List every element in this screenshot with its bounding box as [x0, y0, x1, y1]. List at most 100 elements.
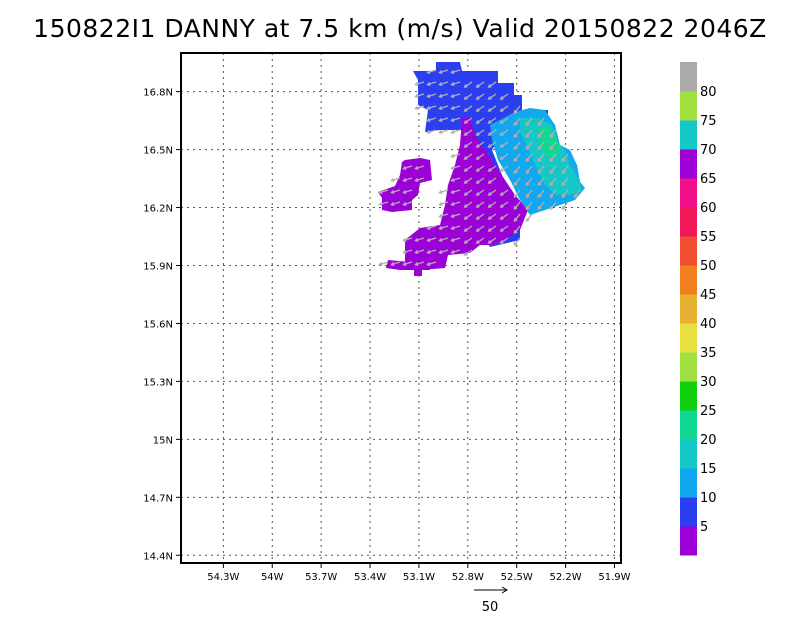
wind-vector-head — [513, 229, 518, 235]
wind-vector-head — [475, 108, 480, 112]
wind-vector — [439, 93, 449, 98]
wind-vector — [513, 165, 521, 174]
wind-vector-head — [390, 261, 395, 267]
wind-vector-head — [450, 129, 455, 135]
wind-vector-head — [561, 181, 566, 187]
wind-vector-head — [450, 213, 455, 219]
wind-vector-head — [450, 69, 455, 75]
colorbar-swatch — [680, 91, 697, 121]
wind-vector-head — [487, 168, 492, 172]
wind-vector-head — [438, 249, 443, 255]
wind-vector — [403, 237, 413, 242]
colorbar-swatch — [680, 323, 697, 353]
wind-vector — [500, 105, 509, 112]
wind-vector — [513, 141, 521, 150]
wind-vector — [415, 237, 425, 242]
wind-vector-head — [499, 228, 504, 232]
wind-vector — [379, 189, 389, 194]
wind-vector — [488, 93, 497, 100]
wind-vector-head — [450, 117, 455, 123]
wind-vector — [415, 93, 425, 98]
wind-vector-head — [525, 121, 530, 127]
wind-vector — [525, 153, 533, 162]
wind-vector-head — [499, 132, 504, 136]
wind-vector-head — [402, 261, 407, 267]
wind-vector-head — [438, 93, 443, 99]
wind-vector-head — [475, 192, 480, 196]
wind-vector — [561, 165, 569, 174]
wind-vector-head — [499, 96, 504, 100]
lat-tick-label: 16.8N — [143, 88, 173, 99]
wind-vector — [439, 237, 449, 242]
wind-vector — [464, 93, 473, 100]
wind-vector — [537, 177, 545, 186]
lat-tick-label: 15.6N — [143, 319, 173, 330]
wind-vector — [379, 261, 389, 266]
wind-vector — [391, 177, 401, 182]
wind-vector — [488, 201, 497, 208]
wind-vector — [464, 237, 473, 244]
wind-vector — [500, 141, 509, 148]
wind-vector — [451, 69, 461, 74]
colorbar-label: 10 — [700, 491, 717, 506]
wind-vector — [391, 189, 401, 194]
wind-vector — [537, 141, 545, 150]
wind-vector-head — [537, 145, 542, 151]
wind-vector — [500, 225, 509, 232]
wind-vector-head — [487, 108, 492, 112]
wind-vector-head — [475, 240, 480, 244]
wind-vector-head — [463, 84, 468, 88]
wind-vector — [464, 81, 473, 88]
wind-vectors — [378, 69, 581, 267]
wind-vector-head — [561, 205, 566, 211]
colorbar-label: 75 — [700, 114, 717, 129]
colorbar-label: 5 — [700, 520, 708, 535]
wind-vector — [513, 225, 521, 234]
wind-vector-head — [487, 132, 492, 136]
wind-vector-head — [438, 237, 443, 243]
wind-vector — [439, 189, 449, 194]
wind-vector — [391, 201, 401, 206]
wind-vector-head — [499, 156, 504, 160]
longitude-axis: 54.3W 54W 53.7W 53.4W 53.1W 52.8W 52.5W 52.2W 51… — [207, 563, 631, 583]
wind-vector-head — [475, 180, 480, 184]
colorbar-swatch — [680, 381, 697, 411]
lat-tick-label: 14.4N — [143, 551, 173, 562]
colorbar-label: 25 — [700, 404, 717, 419]
wind-vector — [513, 105, 521, 114]
wind-vector-head — [438, 213, 443, 219]
wind-vector-head — [475, 132, 480, 136]
wind-vector — [427, 129, 437, 134]
wind-vector-head — [525, 133, 530, 139]
wind-vector-head — [475, 156, 480, 160]
wind-vector — [525, 189, 533, 198]
wind-vector-head — [414, 177, 419, 183]
wind-vector — [427, 81, 437, 86]
wind-vector-head — [513, 217, 518, 223]
colorbar-label: 45 — [700, 288, 717, 303]
wind-vector-head — [499, 108, 504, 112]
wind-vector — [403, 177, 413, 182]
wind-vector-head — [561, 193, 566, 199]
wind-vector — [537, 153, 545, 162]
wind-vector — [476, 141, 485, 148]
wind-vector-head — [573, 193, 578, 199]
wind-vector-head — [537, 181, 542, 187]
wind-vector-head — [438, 81, 443, 87]
wind-vector-head — [549, 193, 554, 199]
wind-vector — [476, 189, 485, 196]
wind-vector — [415, 165, 425, 170]
latitude-axis: 16.8N 16.5N 16.2N 15.9N 15.6N 15.3N 15N 14.7N 14… — [143, 88, 181, 562]
wind-vector — [427, 225, 437, 230]
lon-tick-label: 54.3W — [207, 572, 239, 583]
wind-vector — [549, 177, 557, 186]
wind-vector — [525, 165, 533, 174]
wind-vector-head — [487, 120, 492, 124]
wind-vector-head — [549, 169, 554, 175]
wind-vector — [439, 201, 449, 206]
colorbar-swatch — [680, 120, 697, 150]
wind-vector — [439, 213, 449, 218]
wind-vector — [513, 117, 521, 126]
wind-vector — [451, 165, 461, 170]
wind-vector-head — [487, 216, 492, 220]
